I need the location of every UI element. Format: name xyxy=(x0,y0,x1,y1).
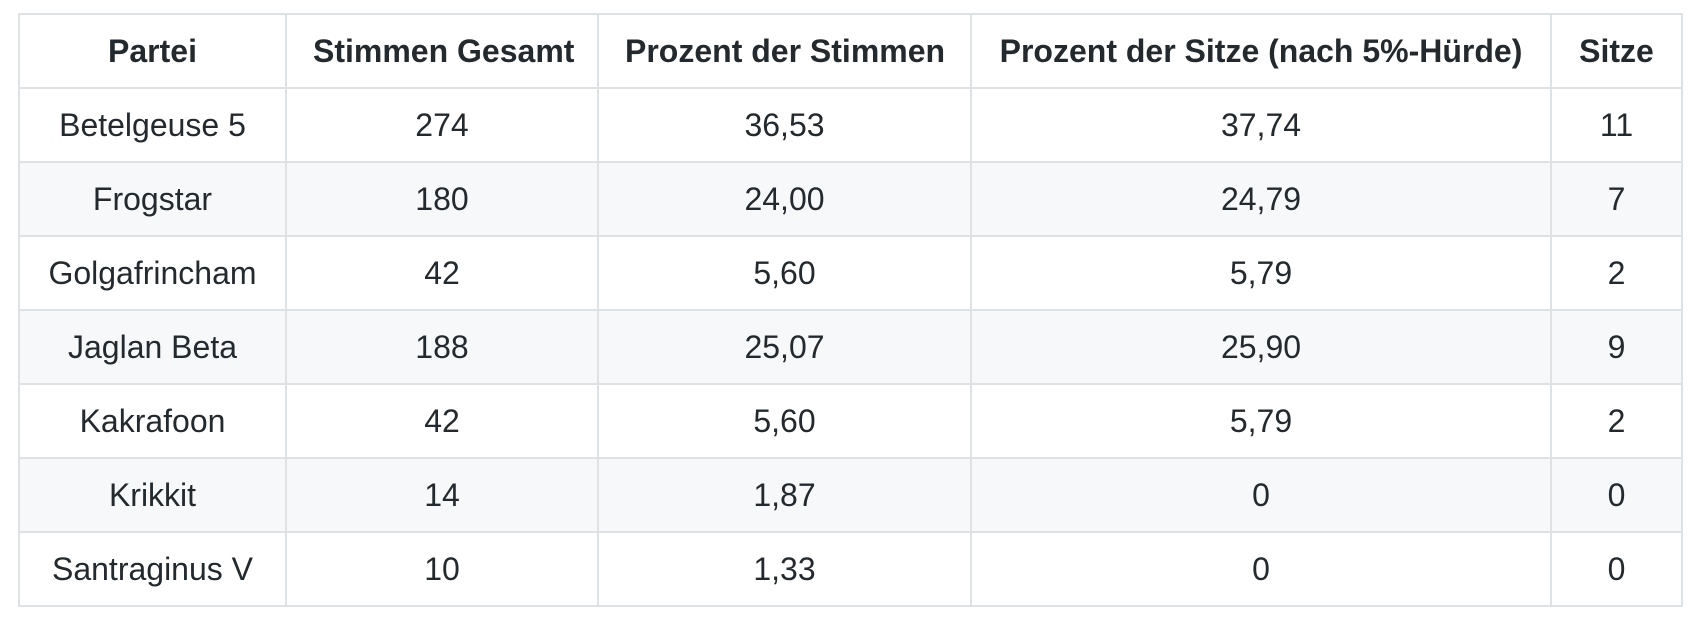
header-cell: Sitze xyxy=(1550,13,1683,89)
table-row: Golgafrincham 42 5,60 5,79 2 xyxy=(18,235,1683,311)
value-cell: 42 xyxy=(285,235,599,311)
value-cell: 11 xyxy=(1550,87,1683,163)
header-row: Partei Stimmen Gesamt Prozent der Stimmen P… xyxy=(18,13,1683,89)
value-cell: 14 xyxy=(285,457,599,533)
value-cell: 37,74 xyxy=(970,87,1552,163)
value-cell: 5,79 xyxy=(970,383,1552,459)
value-cell: 0 xyxy=(1550,457,1683,533)
value-cell: 10 xyxy=(285,531,599,607)
value-cell: 42 xyxy=(285,383,599,459)
header-cell: Partei xyxy=(18,13,287,89)
value-cell: 188 xyxy=(285,309,599,385)
table-row: Krikkit 14 1,87 0 0 xyxy=(18,457,1683,533)
value-cell: 274 xyxy=(285,87,599,163)
value-cell: 2 xyxy=(1550,235,1683,311)
value-cell: 5,79 xyxy=(970,235,1552,311)
value-cell: 24,00 xyxy=(597,161,972,237)
party-cell: Krikkit xyxy=(18,457,287,533)
party-cell: Jaglan Beta xyxy=(18,309,287,385)
value-cell: 25,07 xyxy=(597,309,972,385)
value-cell: 24,79 xyxy=(970,161,1552,237)
value-cell: 0 xyxy=(970,531,1552,607)
party-cell: Kakrafoon xyxy=(18,383,287,459)
value-cell: 0 xyxy=(1550,531,1683,607)
value-cell: 7 xyxy=(1550,161,1683,237)
header-cell: Prozent der Sitze (nach 5%-Hürde) xyxy=(970,13,1552,89)
value-cell: 0 xyxy=(970,457,1552,533)
header-cell: Prozent der Stimmen xyxy=(597,13,972,89)
value-cell: 1,87 xyxy=(597,457,972,533)
table-row: Kakrafoon 42 5,60 5,79 2 xyxy=(18,383,1683,459)
value-cell: 180 xyxy=(285,161,599,237)
party-cell: Betelgeuse 5 xyxy=(18,87,287,163)
value-cell: 2 xyxy=(1550,383,1683,459)
value-cell: 1,33 xyxy=(597,531,972,607)
party-cell: Frogstar xyxy=(18,161,287,237)
table-row: Betelgeuse 5 274 36,53 37,74 11 xyxy=(18,87,1683,163)
table-row: Santraginus V 10 1,33 0 0 xyxy=(18,531,1683,607)
party-cell: Santraginus V xyxy=(18,531,287,607)
value-cell: 25,90 xyxy=(970,309,1552,385)
table-row: Jaglan Beta 188 25,07 25,90 9 xyxy=(18,309,1683,385)
party-cell: Golgafrincham xyxy=(18,235,287,311)
value-cell: 5,60 xyxy=(597,235,972,311)
table-header: Partei Stimmen Gesamt Prozent der Stimmen P… xyxy=(18,13,1683,89)
header-cell: Stimmen Gesamt xyxy=(285,13,599,89)
value-cell: 5,60 xyxy=(597,383,972,459)
election-results-table: Partei Stimmen Gesamt Prozent der Stimmen P… xyxy=(18,13,1683,607)
value-cell: 36,53 xyxy=(597,87,972,163)
table-row: Frogstar 180 24,00 24,79 7 xyxy=(18,161,1683,237)
table-body: Betelgeuse 5 274 36,53 37,74 11 Frogstar 180 24… xyxy=(18,87,1683,607)
value-cell: 9 xyxy=(1550,309,1683,385)
